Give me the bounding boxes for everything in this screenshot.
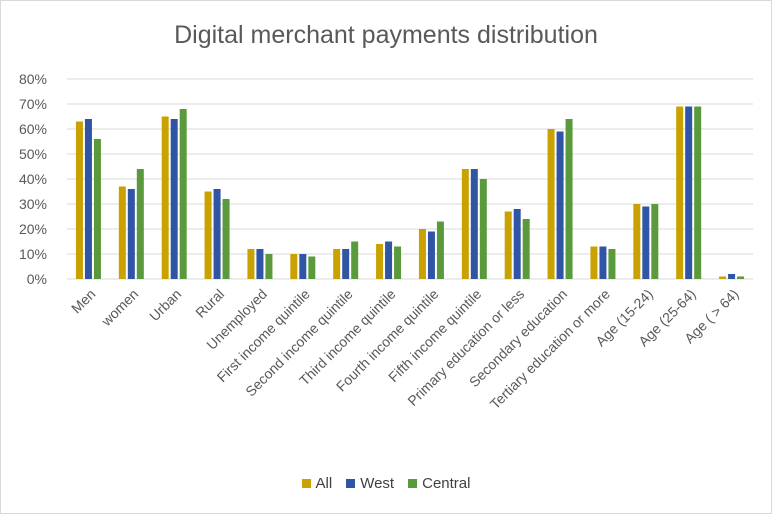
bar-central bbox=[565, 119, 573, 279]
legend-swatch-west bbox=[346, 479, 356, 488]
y-tick-label: 10% bbox=[19, 246, 47, 262]
y-tick-label: 20% bbox=[19, 221, 47, 237]
legend-label-central: Central bbox=[422, 475, 471, 492]
legend-item-west: West bbox=[346, 475, 394, 492]
bar-west bbox=[427, 231, 435, 279]
bar-west bbox=[556, 131, 564, 279]
bar-central bbox=[394, 246, 402, 279]
bar-central bbox=[93, 139, 101, 279]
y-tick-label: 40% bbox=[19, 171, 47, 187]
bar-all bbox=[719, 276, 727, 279]
y-tick-label: 30% bbox=[19, 196, 47, 212]
bar-all bbox=[418, 229, 426, 279]
bar-west bbox=[127, 189, 135, 279]
legend-swatch-central bbox=[408, 479, 418, 488]
bar-all bbox=[118, 186, 126, 279]
bar-central bbox=[436, 221, 444, 279]
chart-title: Digital merchant payments distribution bbox=[174, 21, 598, 49]
bar-central bbox=[651, 204, 659, 279]
bar-all bbox=[633, 204, 641, 279]
bar-west bbox=[470, 169, 478, 279]
bar-west bbox=[385, 241, 393, 279]
bar-central bbox=[351, 241, 359, 279]
bar-west bbox=[213, 189, 221, 279]
bar-all bbox=[161, 116, 169, 279]
bar-west bbox=[84, 119, 92, 279]
bar-all bbox=[461, 169, 469, 279]
bar-all bbox=[590, 246, 598, 279]
x-tick-label: Urban bbox=[146, 286, 184, 324]
x-tick-label: women bbox=[97, 286, 141, 330]
bar-west bbox=[599, 246, 607, 279]
bar-west bbox=[299, 254, 307, 279]
bar-all bbox=[676, 106, 684, 279]
x-tick-label: Rural bbox=[192, 286, 227, 321]
y-tick-label: 70% bbox=[19, 96, 47, 112]
legend-label-all: All bbox=[315, 475, 333, 492]
legend-label-west: West bbox=[360, 475, 395, 492]
y-tick-label: 50% bbox=[19, 146, 47, 162]
y-tick-label: 0% bbox=[27, 271, 47, 287]
bar-central bbox=[265, 254, 273, 279]
bar-central bbox=[479, 179, 487, 279]
bar-central bbox=[522, 219, 530, 279]
bar-all bbox=[333, 249, 341, 279]
y-tick-label: 60% bbox=[19, 121, 47, 137]
bar-west bbox=[728, 274, 736, 279]
bar-all bbox=[547, 129, 555, 279]
bar-central bbox=[136, 169, 144, 279]
bar-all bbox=[75, 121, 83, 279]
bar-west bbox=[342, 249, 350, 279]
x-tick-label: Men bbox=[68, 286, 99, 317]
bar-central bbox=[608, 249, 616, 279]
bar-central bbox=[308, 256, 316, 279]
bar-central bbox=[694, 106, 702, 279]
bar-central bbox=[179, 109, 187, 279]
bar-west bbox=[170, 119, 178, 279]
bar-central bbox=[222, 199, 230, 279]
bar-west bbox=[685, 106, 693, 279]
bar-all bbox=[204, 191, 212, 279]
legend-item-all: All bbox=[301, 475, 333, 492]
bar-all bbox=[247, 249, 255, 279]
bar-west bbox=[256, 249, 264, 279]
bar-chart: 0% 10% 20% 30% 40% 50% 60% 70% 80% Men women Urban R… bbox=[19, 71, 753, 412]
bar-central bbox=[737, 276, 745, 279]
bar-west bbox=[642, 206, 650, 279]
chart-legend: All West Central bbox=[1, 475, 771, 492]
bar-all bbox=[376, 244, 384, 279]
y-tick-label: 80% bbox=[19, 71, 47, 87]
bar-all bbox=[504, 211, 512, 279]
legend-item-central: Central bbox=[408, 475, 470, 492]
bar-all bbox=[290, 254, 298, 279]
bar-west bbox=[513, 209, 521, 279]
legend-swatch-all bbox=[301, 479, 311, 488]
